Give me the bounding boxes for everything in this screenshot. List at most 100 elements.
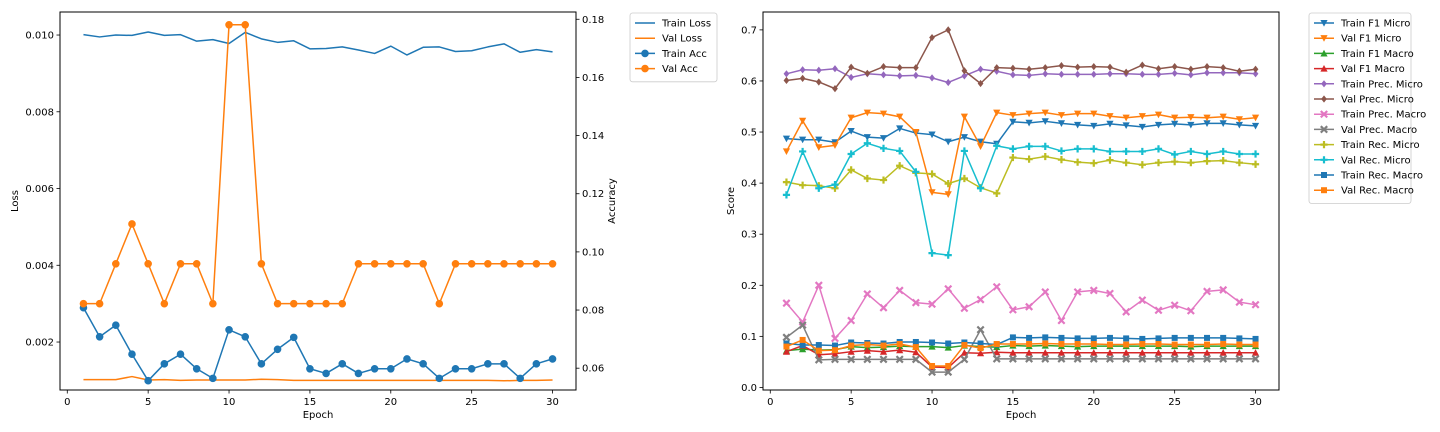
- legend-item-train-acc: Train Acc: [635, 49, 707, 60]
- point-val-acc: [241, 20, 250, 29]
- point-val-prec-micro: [945, 26, 952, 34]
- point-train-prec-micro: [961, 72, 968, 80]
- point-val-f1-macro: [831, 350, 839, 357]
- point-val-f1-micro: [815, 144, 823, 151]
- x-tick-label: 20: [1087, 397, 1100, 408]
- y2-tick-label: 0.12: [582, 189, 604, 200]
- point-val-acc: [144, 260, 152, 268]
- point-val-f1-micro: [1009, 112, 1017, 119]
- point-train-prec-macro: [1008, 305, 1017, 314]
- point-val-rec-micro: [1041, 142, 1049, 150]
- point-val-f1-micro: [847, 114, 855, 122]
- point-train-prec-macro: [879, 303, 888, 312]
- point-val-prec-micro: [1139, 61, 1146, 69]
- point-val-f1-micro: [831, 142, 839, 149]
- point-val-f1-micro: [993, 109, 1001, 117]
- point-val-f1-macro: [863, 347, 871, 354]
- score-axes-frame: [762, 11, 1280, 391]
- point-val-prec-micro: [1107, 63, 1113, 71]
- point-val-prec-micro: [864, 69, 871, 77]
- point-train-rec-macro: [1123, 335, 1130, 342]
- point-train-rec-macro: [1204, 334, 1211, 341]
- point-val-rec-micro: [799, 147, 807, 156]
- point-val-acc: [225, 20, 233, 29]
- x-tick-label: 10: [926, 397, 939, 408]
- point-train-acc: [322, 369, 330, 378]
- point-val-rec-micro: [847, 150, 855, 158]
- point-train-f1-micro: [960, 134, 968, 141]
- point-train-prec-macro: [1025, 302, 1034, 311]
- point-val-f1-macro: [1090, 349, 1098, 356]
- point-val-f1-micro: [1138, 113, 1146, 120]
- point-val-acc: [419, 260, 427, 268]
- point-val-f1-micro: [1074, 110, 1082, 118]
- y2-tick-label: 0.16: [582, 73, 604, 84]
- point-train-f1-micro: [1106, 120, 1114, 128]
- series-line-train-prec-micro: [786, 67, 1256, 84]
- point-val-prec-micro: [1220, 64, 1227, 72]
- point-val-rec-macro: [848, 342, 855, 349]
- point-val-rec-micro: [1090, 145, 1098, 153]
- point-train-acc: [516, 374, 524, 383]
- point-val-f1-micro: [976, 143, 985, 150]
- legend-marker: [1321, 95, 1327, 103]
- legend-marker: [641, 49, 649, 58]
- point-train-f1-micro: [1057, 120, 1066, 127]
- loss-accuracy-x-axis: 0 5 10 15 20 25 30: [64, 390, 559, 408]
- point-val-rec-macro: [1074, 341, 1081, 348]
- point-train-rec-micro: [1235, 159, 1243, 167]
- point-val-prec-macro: [831, 355, 839, 364]
- point-val-f1-micro: [863, 109, 871, 117]
- series-line-val-f1-macro: [786, 344, 1256, 369]
- x-tick-label: 25: [1168, 397, 1181, 408]
- point-val-prec-micro: [1236, 67, 1243, 75]
- point-val-f1-micro: [896, 113, 904, 121]
- point-val-f1-macro: [960, 349, 968, 356]
- point-train-prec-macro: [1186, 306, 1195, 315]
- point-val-rec-micro: [928, 249, 936, 257]
- point-val-f1-macro: [1138, 349, 1146, 356]
- loss-accuracy-legend: Train Loss Val Loss Train Acc Val Acc: [629, 12, 718, 83]
- point-train-f1-micro: [799, 136, 807, 144]
- y-tick-label: 0.5: [741, 128, 757, 139]
- point-val-prec-micro: [1058, 62, 1065, 70]
- point-val-rec-macro: [1026, 341, 1033, 348]
- y2-tick-label: 0.10: [582, 247, 604, 258]
- legend-label: Val Loss: [662, 34, 702, 45]
- point-train-prec-micro: [1139, 70, 1146, 78]
- point-val-acc: [176, 260, 185, 268]
- point-train-prec-macro: [1219, 285, 1228, 294]
- legend-item-train-prec-macro: Train Prec. Macro: [1314, 110, 1426, 121]
- point-val-prec-macro: [1008, 354, 1017, 363]
- point-train-f1-micro: [1025, 119, 1033, 127]
- point-train-rec-macro: [1074, 335, 1081, 342]
- point-train-f1-micro: [1203, 120, 1211, 127]
- point-val-prec-micro: [783, 76, 790, 85]
- point-train-f1-micro: [928, 131, 936, 139]
- point-val-rec-micro: [1025, 142, 1033, 150]
- point-train-rec-micro: [1138, 161, 1146, 169]
- point-val-rec-micro: [1009, 145, 1017, 153]
- series-val-prec-micro: [783, 26, 1259, 93]
- series-train-rec-micro: [782, 152, 1260, 197]
- point-train-rec-macro: [1106, 334, 1113, 341]
- legend-item-val-prec-micro: Val Prec. Micro: [1314, 95, 1414, 106]
- point-train-prec-macro: [1105, 289, 1114, 298]
- y-tick-label: 0.004: [25, 261, 54, 272]
- point-val-rec-micro: [1138, 147, 1146, 156]
- point-train-acc: [419, 360, 427, 368]
- point-val-prec-macro: [1186, 354, 1195, 363]
- y2-tick-label: 0.06: [582, 364, 604, 375]
- point-train-prec-micro: [945, 78, 952, 87]
- point-val-rec-macro: [912, 344, 919, 351]
- point-val-rec-micro: [1203, 150, 1211, 158]
- legend-item-train-f1-macro: Train F1 Macro: [1314, 49, 1414, 60]
- point-train-rec-micro: [1203, 157, 1211, 165]
- point-val-acc: [467, 260, 476, 268]
- series-val-acc: [79, 20, 557, 308]
- point-val-f1-macro: [879, 348, 888, 355]
- series-line-train-prec-macro: [785, 284, 1256, 340]
- point-train-acc: [532, 360, 541, 368]
- point-train-f1-micro: [1122, 122, 1130, 129]
